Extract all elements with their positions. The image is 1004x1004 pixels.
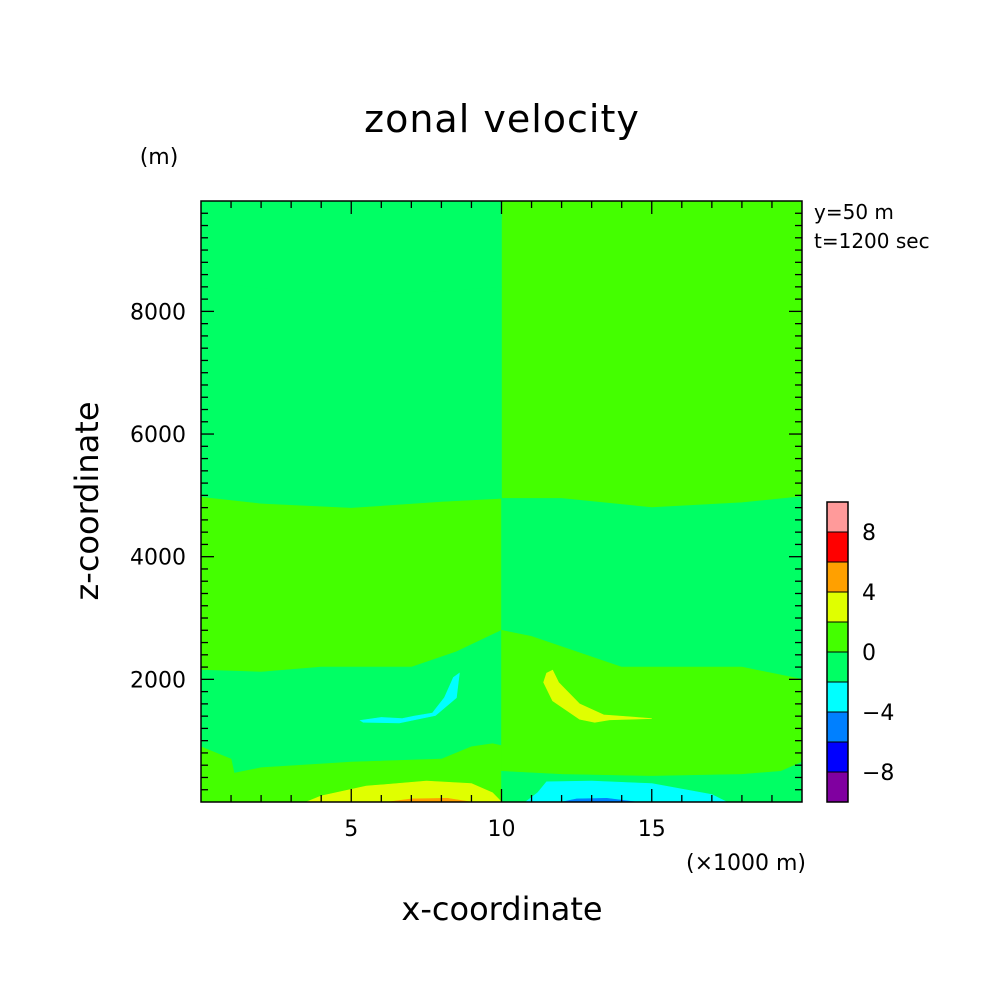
plot-area bbox=[200, 200, 803, 803]
colorbar-swatch bbox=[826, 651, 849, 683]
colorbar-swatch bbox=[826, 531, 849, 563]
x-unit-label: (×1000 m) bbox=[686, 851, 806, 876]
colorbar-swatch bbox=[826, 621, 849, 653]
x-tick-label: 5 bbox=[344, 817, 358, 842]
y-tick-label: 2000 bbox=[130, 668, 186, 693]
colorbar-tick-label: 8 bbox=[862, 521, 876, 546]
colorbar-tick-label: −8 bbox=[862, 761, 894, 786]
contour-region-14 bbox=[543, 669, 652, 723]
x-axis-label: x-coordinate bbox=[401, 890, 602, 928]
contour-region-11 bbox=[524, 780, 728, 803]
colorbar-swatch bbox=[826, 771, 849, 803]
colorbar-swatch bbox=[826, 591, 849, 623]
colorbar-tick-label: 4 bbox=[862, 581, 876, 606]
colorbar-swatch bbox=[826, 501, 849, 533]
x-tick-label: 10 bbox=[488, 817, 516, 842]
y-tick-label: 4000 bbox=[130, 546, 186, 571]
contour-region-9 bbox=[306, 780, 503, 803]
chart-title: zonal velocity bbox=[364, 97, 640, 141]
contour-region-1 bbox=[200, 200, 502, 297]
colorbar-tick-label: −4 bbox=[862, 701, 894, 726]
colorbar-swatch bbox=[826, 741, 849, 773]
contour-region-13 bbox=[359, 672, 460, 724]
colorbar-swatch bbox=[826, 711, 849, 743]
annotation-y-position: y=50 m bbox=[814, 200, 894, 224]
colorbar-swatch bbox=[826, 561, 849, 593]
colorbar: −8 −4 0 4 8 bbox=[826, 501, 894, 803]
y-axis-label: z-coordinate bbox=[68, 401, 106, 600]
colorbar-swatch bbox=[826, 681, 849, 713]
colorbar-frame bbox=[826, 501, 849, 803]
x-tick-label: 15 bbox=[638, 817, 666, 842]
y-unit-label: (m) bbox=[140, 145, 179, 170]
annotation-time: t=1200 sec bbox=[814, 229, 930, 253]
axes: 5 10 15 2000 4000 6000 8000 bbox=[130, 200, 803, 842]
y-tick-label: 6000 bbox=[130, 423, 186, 448]
contour-region-2 bbox=[200, 280, 502, 508]
colorbar-tick-label: 0 bbox=[862, 641, 876, 666]
y-tick-label: 8000 bbox=[130, 300, 186, 325]
